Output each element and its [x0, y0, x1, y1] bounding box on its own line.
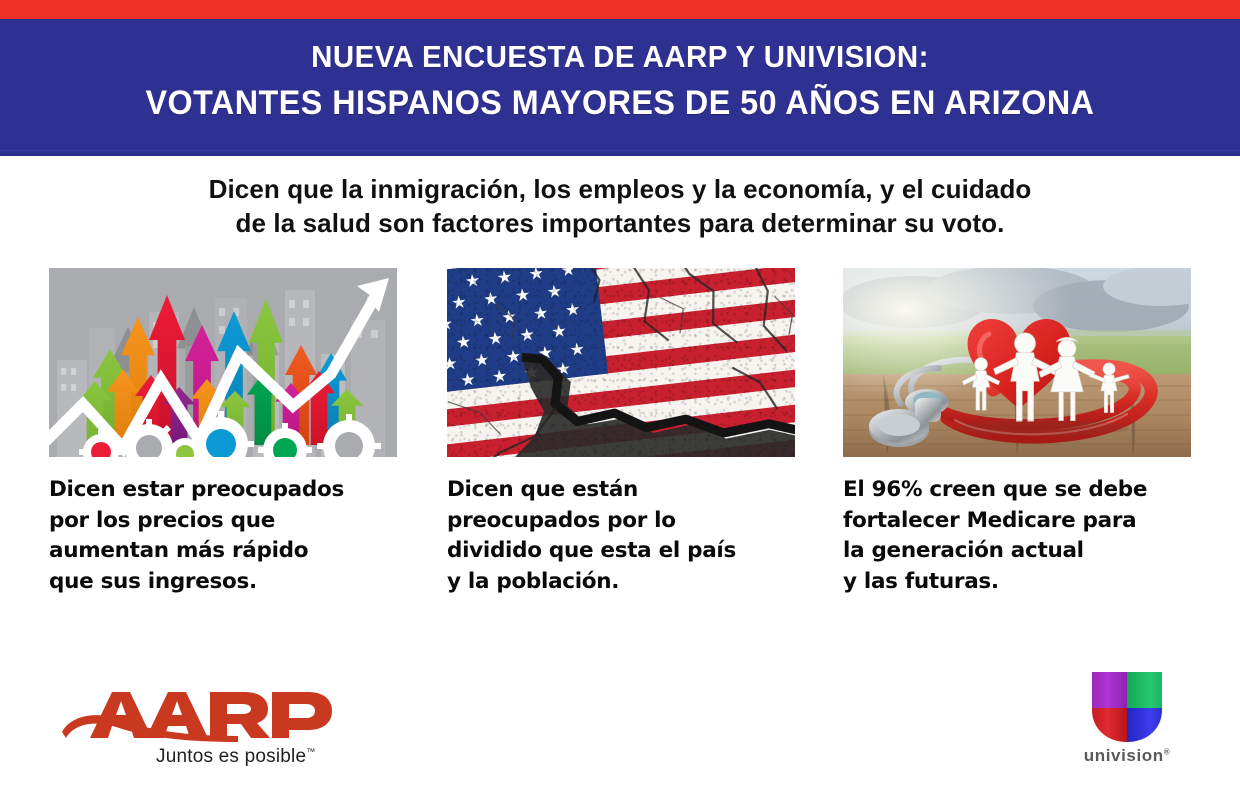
svg-text:★: ★ — [569, 339, 586, 361]
cracked-us-flag-image: ★★ ★★★ ★★ ★★ ★★ ★★★ ★★ ★★ ★★ ★★★ ★★ ★★ — [447, 268, 795, 457]
caption-line: preocupados por lo — [447, 507, 676, 533]
title-line-2: VOTANTES HISPANOS MAYORES DE 50 AÑOS EN … — [145, 84, 1095, 122]
page-title: NUEVA ENCUESTA DE AARP Y UNIVISION: VOTA… — [0, 36, 1240, 128]
svg-text:★: ★ — [473, 350, 490, 372]
svg-text:★: ★ — [487, 328, 504, 350]
svg-text:★: ★ — [447, 354, 459, 376]
caption-healthcare: El 96% creen que se debe fortalecer Medi… — [843, 475, 1203, 597]
svg-text:★: ★ — [464, 271, 481, 293]
aarp-tagline-text: Juntos es posible — [156, 746, 307, 767]
header-blue-band — [0, 19, 1240, 156]
column-economy: Dicen estar preocupados por los precios … — [49, 268, 399, 594]
svg-text:★: ★ — [550, 321, 567, 343]
aarp-tagline-tm: ™ — [306, 746, 316, 757]
svg-text:★: ★ — [505, 346, 522, 368]
caption-division: Dicen que están preocupados por lo divid… — [447, 475, 807, 597]
svg-text:★: ★ — [514, 285, 531, 307]
caption-line: por los precios que — [49, 507, 275, 533]
svg-text:★: ★ — [546, 281, 563, 303]
svg-text:★: ★ — [447, 314, 454, 336]
stethoscope-heart-family-image — [843, 268, 1191, 457]
caption-line: Dicen estar preocupados — [49, 477, 344, 502]
us-flag-graphic: ★★ ★★★ ★★ ★★ ★★ ★★★ ★★ ★★ ★★ ★★★ ★★ ★★ — [447, 268, 795, 457]
caption-line: aumentan más rápido — [49, 538, 309, 563]
svg-text:★: ★ — [455, 332, 472, 354]
stethoscope-chestpiece — [869, 389, 949, 447]
svg-text:★: ★ — [532, 303, 549, 325]
svg-text:★: ★ — [528, 268, 545, 285]
svg-text:★: ★ — [450, 292, 467, 314]
subtitle-line-1: Dicen que la inmigración, los empleos y … — [208, 174, 1032, 204]
concrete-texture-overlay — [447, 268, 795, 457]
svg-text:★: ★ — [519, 325, 536, 347]
caption-line: que sus ingresos. — [49, 568, 257, 594]
univision-u-mark-icon — [1092, 672, 1162, 742]
aarp-logo: Juntos es posible™ — [60, 688, 350, 770]
univision-wordmark-text: univision — [1083, 746, 1164, 765]
caption-line: y las futuras. — [843, 568, 999, 594]
top-red-accent-bar — [0, 0, 1240, 19]
caption-line: El 96% creen que se debe — [843, 477, 1148, 502]
svg-text:★: ★ — [447, 274, 450, 296]
svg-text:★: ★ — [491, 366, 508, 388]
caption-line: fortalecer Medicare para — [843, 507, 1137, 533]
caption-line: la generación actual — [843, 538, 1084, 563]
aarp-tagline: Juntos es posible™ — [156, 746, 366, 768]
univision-wordmark: univision® — [1062, 746, 1192, 766]
caption-line: y la población. — [447, 568, 620, 594]
svg-text:★: ★ — [482, 289, 499, 311]
gears-and-trend-line — [49, 278, 389, 457]
caption-line: Dicen que están — [447, 477, 639, 502]
svg-text:★: ★ — [564, 299, 581, 321]
subtitle: Dicen que la inmigración, los empleos y … — [50, 172, 1190, 240]
svg-text:★: ★ — [559, 268, 576, 281]
aarp-wordmark-icon — [62, 692, 332, 742]
paper-family-cutouts — [961, 332, 1130, 422]
title-line-1: NUEVA ENCUESTA DE AARP Y UNIVISION: — [311, 39, 929, 74]
column-healthcare: El 96% creen que se debe fortalecer Medi… — [843, 268, 1193, 594]
header-band-bottom-edge — [0, 150, 1240, 156]
subtitle-line-2: de la salud son factores importantes par… — [235, 208, 1005, 238]
caption-economy: Dicen estar preocupados por los precios … — [49, 475, 409, 597]
univision-logo: univision® — [1062, 672, 1192, 772]
svg-text:★: ★ — [496, 268, 513, 289]
caption-line: dividido que esta el país — [447, 538, 736, 563]
column-division: ★★ ★★★ ★★ ★★ ★★ ★★★ ★★ ★★ ★★ ★★★ ★★ ★★ — [447, 268, 797, 594]
univision-wordmark-tm: ® — [1163, 747, 1171, 757]
svg-text:★: ★ — [469, 310, 486, 332]
growth-arrows-economy-image — [49, 268, 397, 457]
svg-text:★: ★ — [459, 370, 476, 392]
